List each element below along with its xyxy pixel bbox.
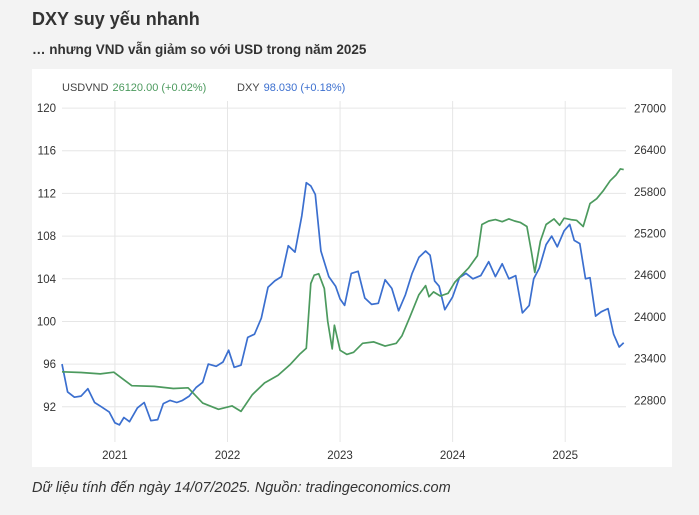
- right-tick-label: 22800: [634, 395, 666, 407]
- series-group: [61, 168, 625, 426]
- right-tick-label: 23400: [634, 354, 666, 366]
- x-tick-label: 2025: [552, 450, 578, 462]
- series-line-dxy: [61, 181, 625, 426]
- line-chart: 120 116 112 108 104 100 96 92 27000 26400 25800 25…: [37, 82, 666, 462]
- chart-panel: 120 116 112 108 104 100 96 92 27000 26400 25800 25…: [32, 69, 672, 467]
- source-note: Dữ liệu tính đến ngày 14/07/2025. Nguồn:…: [32, 480, 451, 496]
- left-tick-label: 120: [37, 103, 56, 115]
- right-tick-label: 26400: [634, 145, 666, 157]
- chart-grid: [62, 101, 626, 442]
- legend-dxy-value: 98.030 (+0.18%): [264, 82, 346, 94]
- left-tick-label: 100: [37, 316, 56, 328]
- legend-dxy-name: DXY: [237, 82, 260, 94]
- left-tick-label: 112: [38, 188, 56, 200]
- left-tick-label: 92: [43, 402, 56, 414]
- x-tick-label: 2022: [215, 450, 241, 462]
- page-subtitle: … nhưng VND vẫn giảm so với USD trong nă…: [32, 42, 367, 57]
- series-line-usdvnd: [61, 168, 624, 413]
- right-tick-label: 24600: [634, 270, 666, 282]
- x-tick-label: 2024: [440, 450, 466, 462]
- x-axis: 2021 2022 2023 2024 2025: [102, 450, 578, 462]
- page-title: DXY suy yếu nhanh: [32, 9, 200, 29]
- right-tick-label: 27000: [634, 103, 666, 115]
- right-axis: 27000 26400 25800 25200 24600 24000 23400 22800: [634, 103, 666, 407]
- right-tick-label: 25800: [634, 187, 666, 199]
- legend-usdvnd-value: 26120.00 (+0.02%): [112, 82, 206, 94]
- left-axis: 120 116 112 108 104 100 96 92: [37, 103, 57, 414]
- right-tick-label: 25200: [634, 228, 666, 240]
- legend-usdvnd-name: USDVND: [62, 82, 109, 94]
- x-tick-label: 2021: [102, 450, 128, 462]
- x-tick-label: 2023: [327, 450, 353, 462]
- right-tick-label: 24000: [634, 312, 666, 324]
- left-tick-label: 96: [43, 359, 56, 371]
- chart-legend: USDVND 26120.00 (+0.02%) DXY 98.030 (+0.…: [62, 82, 345, 94]
- left-tick-label: 104: [37, 274, 57, 286]
- left-tick-label: 116: [38, 146, 56, 158]
- left-tick-label: 108: [37, 231, 56, 243]
